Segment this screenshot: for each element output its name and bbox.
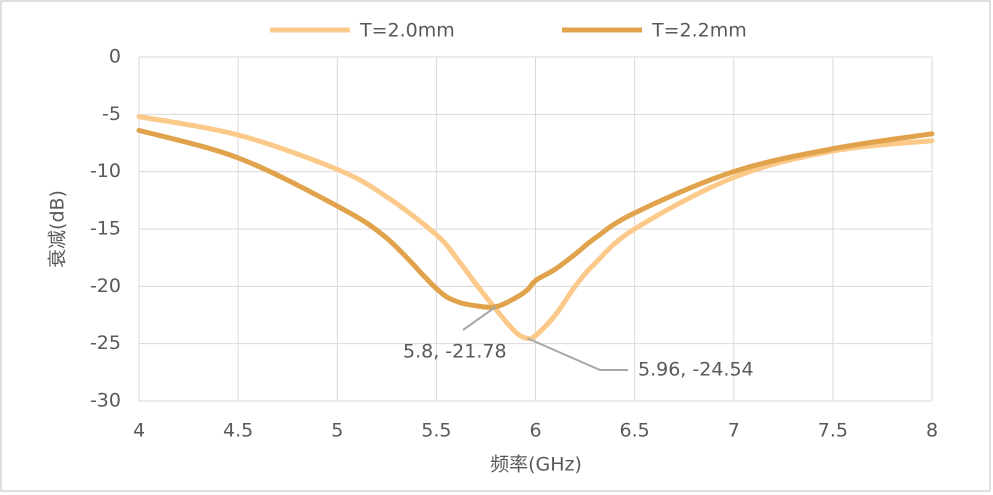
y-tick-label: -30: [90, 390, 121, 412]
legend-label: T=2.0mm: [359, 20, 455, 42]
y-tick-label: -10: [90, 160, 121, 182]
y-tick-label: -5: [102, 103, 121, 125]
x-tick-label: 5: [331, 420, 343, 442]
series-line: [136, 114, 935, 342]
legend-label: T=2.2mm: [651, 20, 747, 42]
annotation: 5.96, -24.54: [638, 359, 754, 381]
x-tick-label: 7.5: [818, 420, 848, 442]
series-line: [136, 127, 935, 310]
x-tick-label: 4.5: [223, 420, 253, 442]
x-tick-label: 5.5: [421, 420, 451, 442]
annotation-leader: [527, 337, 628, 371]
y-tick-label: -15: [90, 218, 121, 240]
y-tick-label: -25: [90, 332, 121, 354]
y-tick-label: 0: [109, 46, 121, 68]
y-axis-label: 衰减(dB): [47, 190, 69, 268]
x-axis-label: 频率(GHz): [490, 454, 582, 476]
x-tick-label: 6.5: [620, 420, 650, 442]
annotation-leader: [462, 305, 497, 331]
x-tick-label: 4: [133, 420, 145, 442]
x-tick-label: 6: [529, 420, 541, 442]
x-tick-label: 8: [926, 420, 938, 442]
x-tick-label: 7: [728, 420, 740, 442]
annotation: 5.8, -21.78: [403, 341, 507, 363]
y-tick-label: -20: [90, 275, 121, 297]
